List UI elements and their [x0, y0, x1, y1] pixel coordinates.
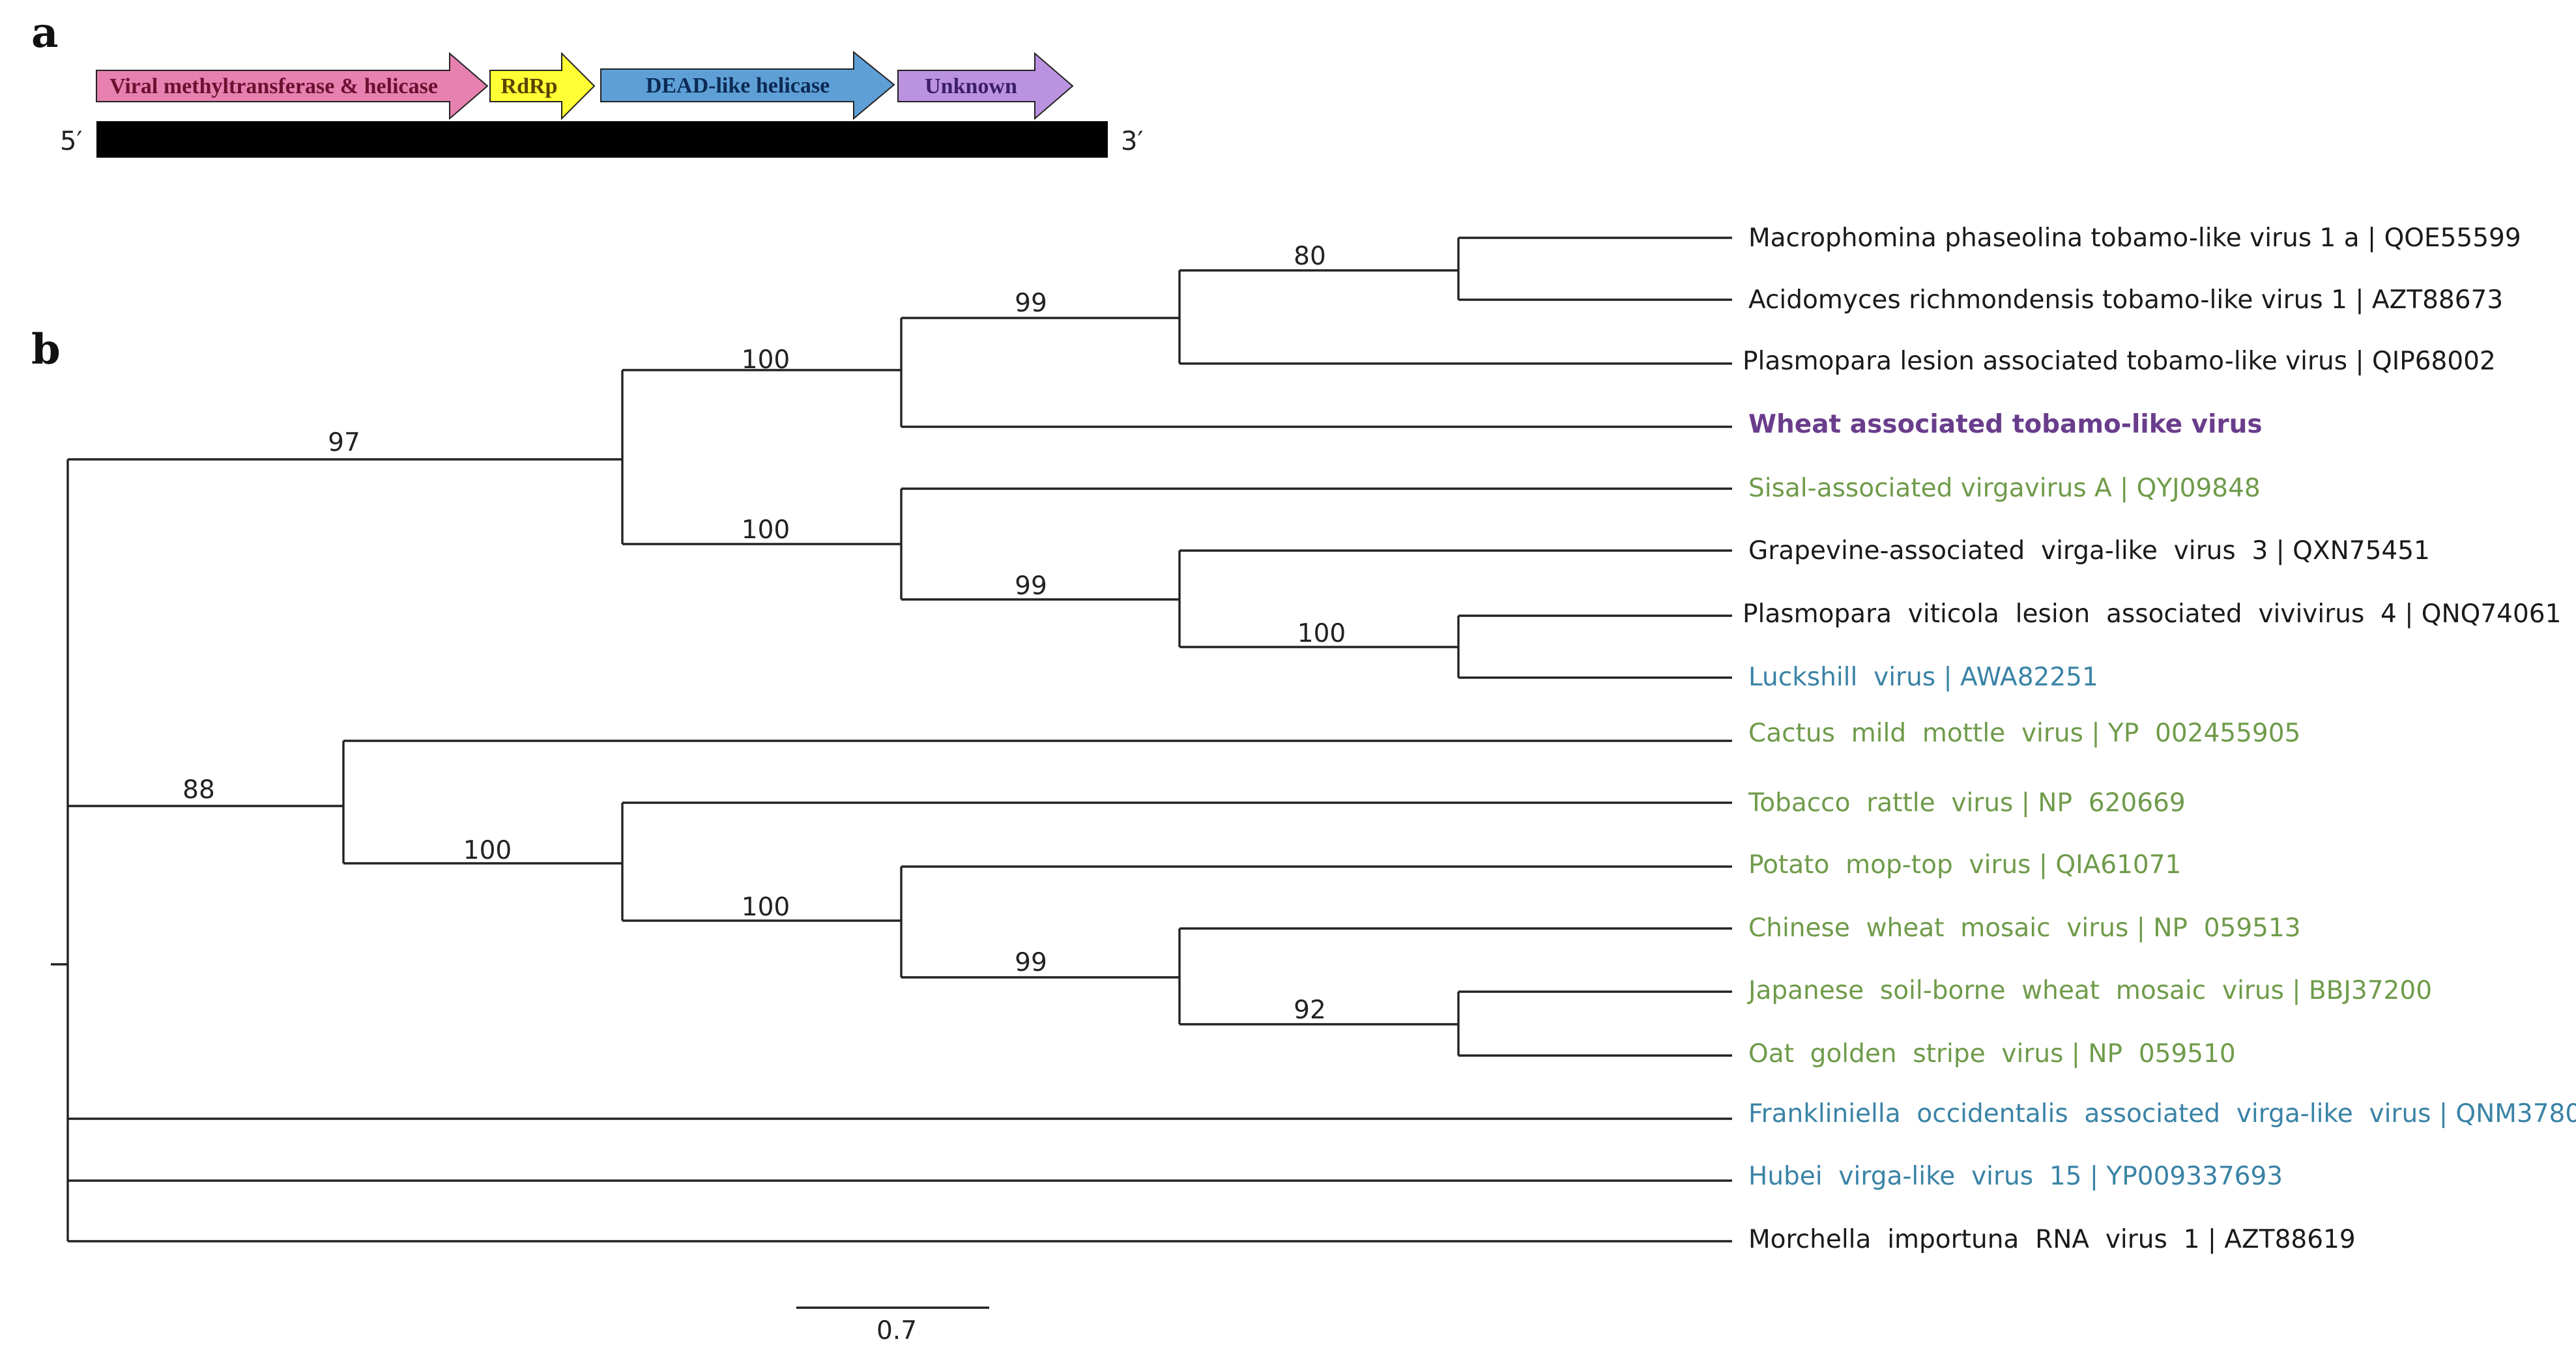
taxon-label: Sisal-associated virgavirus A | QYJ09848 — [1748, 474, 2261, 503]
gene-label-rdrp: RdRp — [501, 74, 558, 98]
genome-bar — [96, 121, 1108, 158]
taxon-label: Cactus mild mottle virus | YP 002455905 — [1748, 719, 2300, 748]
panel-b: b — [31, 223, 2576, 1345]
scale-bar-label: 0.7 — [876, 1316, 917, 1345]
taxon-label: Acidomyces richmondensis tobamo-like vir… — [1748, 285, 2503, 315]
gene-label-methyltransferase-helicase: Viral methyltransferase & helicase — [109, 74, 438, 98]
panel-a-letter: a — [31, 8, 58, 57]
taxon-label: Morchella importuna RNA virus 1 | AZT886… — [1748, 1225, 2356, 1254]
taxon-label-highlight: Wheat associated tobamo-like virus — [1748, 410, 2263, 439]
gene-label-unknown: Unknown — [925, 74, 1017, 98]
five-prime-label: 5′ — [60, 126, 83, 156]
gene-arrow-unknown — [897, 51, 1074, 121]
taxon-label: Japanese soil-borne wheat mosaic virus |… — [1746, 976, 2432, 1005]
tree-branches — [51, 237, 1732, 1243]
panel-a: a 5′ 3′ Viral methyltransferase & helica… — [31, 8, 1144, 158]
bootstrap-node99c: 99 — [1015, 948, 1047, 977]
bootstrap-node92: 92 — [1294, 996, 1326, 1025]
bootstrap-node88: 88 — [182, 775, 215, 805]
bootstrap-values: 80 99 100 97 100 99 100 88 100 100 99 92 — [182, 242, 1346, 1025]
bootstrap-node100d: 100 — [463, 836, 512, 865]
taxon-label: Grapevine-associated virga-like virus 3 … — [1748, 536, 2430, 566]
gene-arrow-methyltransferase-helicase — [96, 51, 489, 121]
three-prime-label: 3′ — [1121, 126, 1144, 156]
bootstrap-node97: 97 — [328, 428, 360, 457]
taxon-label: Potato mop-top virus | QIA61071 — [1748, 850, 2181, 880]
bootstrap-node100a: 100 — [742, 345, 790, 375]
taxon-label: Plasmopara viticola lesion associated vi… — [1743, 599, 2561, 629]
taxon-label: Chinese wheat mosaic virus | NP 059513 — [1748, 913, 2301, 943]
bootstrap-node100c: 100 — [1297, 619, 1346, 648]
bootstrap-node100b: 100 — [742, 515, 790, 545]
taxon-label: Plasmopara lesion associated tobamo-like… — [1743, 347, 2496, 376]
taxon-label: Macrophomina phaseolina tobamo-like viru… — [1748, 223, 2521, 253]
taxon-label: Frankliniella occidentalis associated vi… — [1748, 1099, 2576, 1129]
panel-b-letter: b — [31, 325, 61, 374]
taxon-label: Hubei virga-like virus 15 | YP009337693 — [1748, 1162, 2283, 1191]
bootstrap-node100e: 100 — [742, 893, 790, 922]
bootstrap-node99b: 99 — [1015, 571, 1047, 601]
taxon-label: Luckshill virus | AWA82251 — [1748, 663, 2098, 692]
taxon-label: Tobacco rattle virus | NP 620669 — [1748, 788, 2186, 818]
gene-arrow-dead-like-helicase — [600, 50, 895, 121]
gene-label-dead-like-helicase: DEAD-like helicase — [646, 74, 830, 98]
taxon-label: Oat golden stripe virus | NP 059510 — [1748, 1039, 2236, 1069]
scale-bar: 0.7 — [796, 1306, 989, 1345]
bootstrap-node80: 80 — [1294, 242, 1326, 271]
bootstrap-node99a: 99 — [1015, 289, 1047, 318]
taxon-labels: Macrophomina phaseolina tobamo-like viru… — [1743, 223, 2576, 1254]
gene-arrow-rdrp — [489, 51, 596, 121]
